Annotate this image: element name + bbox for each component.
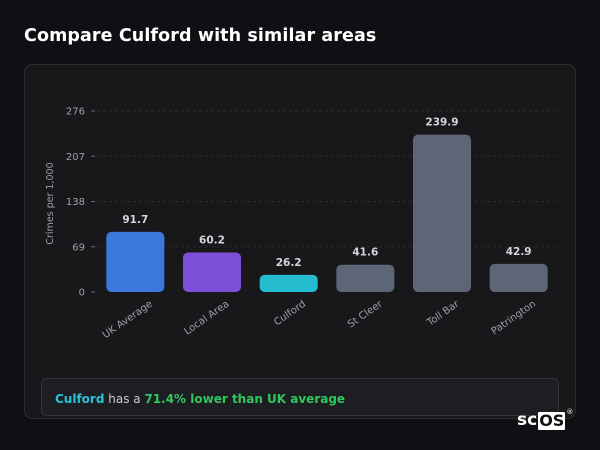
y-tick-label: 69 xyxy=(72,242,85,253)
bar-value-label: 41.6 xyxy=(352,247,378,259)
logo-registered-mark: ® xyxy=(566,408,574,416)
y-tick-label: 138 xyxy=(66,197,85,208)
x-tick-label: Patrington xyxy=(489,299,538,338)
scos-logo: sc OS ® xyxy=(517,408,573,430)
bar xyxy=(413,134,471,292)
x-tick-label: Culford xyxy=(272,299,308,329)
bar-value-label: 60.2 xyxy=(199,235,225,247)
summary-statistic: 71.4% lower than UK average xyxy=(144,392,346,406)
y-tick-label: 207 xyxy=(66,152,85,163)
bar xyxy=(183,252,241,292)
x-tick-label: Toll Bar xyxy=(424,298,462,329)
logo-sc-text: sc xyxy=(517,410,538,430)
summary-area-name: Culford xyxy=(55,392,105,406)
bar xyxy=(259,274,318,292)
bar-value-label: 26.2 xyxy=(276,257,302,269)
bar-value-label: 42.9 xyxy=(506,246,532,258)
comparison-summary: Culford has a 71.4% lower than UK averag… xyxy=(41,378,559,416)
page-title: Compare Culford with similar areas xyxy=(24,26,377,46)
bar-value-label: 239.9 xyxy=(425,117,458,129)
bar xyxy=(489,263,548,292)
y-tick-label: 276 xyxy=(66,107,85,118)
x-tick-label: St Cleer xyxy=(346,298,385,330)
bar-value-label: 91.7 xyxy=(122,214,148,226)
bar xyxy=(106,231,165,292)
bar xyxy=(336,264,395,292)
bar-chart: 0 69 138 207 276 Crimes per 1,000 91.7 UK Avera… xyxy=(45,107,557,341)
x-tick-label: Local Area xyxy=(182,299,231,338)
summary-text: has a xyxy=(104,392,145,406)
x-tick-label: UK Average xyxy=(101,299,155,341)
y-tick-label: 0 xyxy=(79,288,85,299)
logo-os-text: OS xyxy=(538,411,566,430)
y-axis-label: Crimes per 1,000 xyxy=(45,162,56,244)
chart-card: 0 69 138 207 276 Crimes per 1,000 91.7 UK Avera… xyxy=(24,64,576,419)
